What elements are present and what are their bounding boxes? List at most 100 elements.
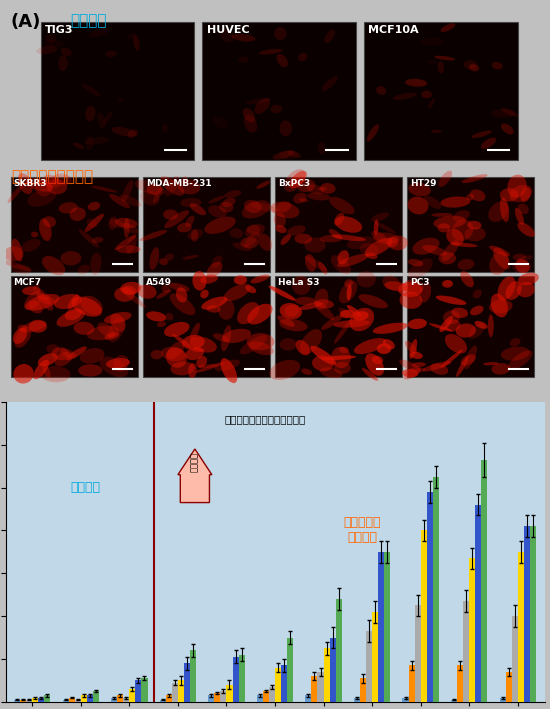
- Ellipse shape: [21, 239, 41, 252]
- Ellipse shape: [34, 359, 49, 379]
- Ellipse shape: [320, 183, 336, 194]
- Ellipse shape: [255, 98, 270, 114]
- Ellipse shape: [371, 213, 389, 222]
- Ellipse shape: [213, 333, 229, 342]
- Ellipse shape: [284, 169, 305, 192]
- Ellipse shape: [321, 315, 343, 330]
- Ellipse shape: [334, 362, 351, 374]
- Bar: [178, 681, 184, 702]
- Text: (A): (A): [11, 13, 41, 30]
- Ellipse shape: [108, 317, 125, 342]
- Bar: [221, 691, 227, 702]
- Ellipse shape: [317, 187, 327, 191]
- Ellipse shape: [501, 108, 519, 117]
- Bar: [409, 666, 415, 702]
- Ellipse shape: [505, 281, 522, 300]
- Bar: [421, 530, 427, 702]
- Bar: [208, 696, 214, 702]
- Bar: [281, 666, 287, 702]
- Ellipse shape: [334, 213, 344, 225]
- Ellipse shape: [42, 256, 65, 275]
- Ellipse shape: [246, 225, 260, 234]
- Ellipse shape: [183, 255, 199, 259]
- Ellipse shape: [388, 235, 408, 250]
- Ellipse shape: [85, 213, 104, 232]
- Ellipse shape: [182, 177, 188, 184]
- Ellipse shape: [410, 352, 423, 359]
- Ellipse shape: [393, 93, 416, 100]
- Text: SKBR3: SKBR3: [14, 179, 47, 188]
- Ellipse shape: [185, 216, 195, 227]
- Text: HeLa S3: HeLa S3: [278, 278, 319, 286]
- Ellipse shape: [164, 322, 189, 337]
- Ellipse shape: [178, 179, 200, 194]
- Ellipse shape: [25, 294, 59, 311]
- Ellipse shape: [500, 197, 509, 222]
- Ellipse shape: [206, 306, 221, 313]
- Ellipse shape: [367, 124, 379, 142]
- Ellipse shape: [60, 348, 76, 359]
- Ellipse shape: [29, 301, 43, 313]
- Bar: [20, 700, 26, 702]
- Ellipse shape: [114, 287, 135, 302]
- Ellipse shape: [190, 323, 200, 340]
- Ellipse shape: [402, 369, 419, 377]
- Ellipse shape: [373, 220, 378, 235]
- Ellipse shape: [279, 121, 292, 136]
- Ellipse shape: [208, 205, 227, 218]
- Bar: [257, 696, 263, 702]
- Ellipse shape: [256, 181, 271, 189]
- Ellipse shape: [46, 177, 60, 189]
- Ellipse shape: [340, 310, 354, 318]
- Text: 正常細胞: 正常細胞: [70, 13, 107, 28]
- Ellipse shape: [489, 299, 513, 313]
- Ellipse shape: [240, 237, 258, 249]
- Ellipse shape: [160, 177, 184, 196]
- Ellipse shape: [362, 368, 378, 381]
- Ellipse shape: [119, 194, 142, 207]
- Ellipse shape: [198, 364, 218, 368]
- Ellipse shape: [200, 274, 218, 284]
- Ellipse shape: [113, 355, 129, 372]
- Bar: [45, 696, 51, 702]
- Bar: [69, 698, 75, 702]
- Bar: [75, 700, 81, 702]
- Ellipse shape: [491, 109, 515, 118]
- Ellipse shape: [36, 46, 57, 54]
- Ellipse shape: [229, 228, 243, 238]
- Text: PC3: PC3: [410, 278, 429, 286]
- Ellipse shape: [299, 198, 309, 202]
- Ellipse shape: [220, 28, 234, 43]
- Ellipse shape: [272, 150, 294, 160]
- Ellipse shape: [270, 359, 300, 380]
- Bar: [499, 698, 505, 702]
- Ellipse shape: [451, 242, 477, 247]
- Bar: [366, 631, 372, 702]
- Ellipse shape: [200, 290, 208, 298]
- Ellipse shape: [276, 201, 291, 213]
- Ellipse shape: [408, 196, 428, 214]
- Ellipse shape: [421, 91, 432, 99]
- Ellipse shape: [280, 234, 291, 245]
- Ellipse shape: [52, 174, 72, 186]
- Ellipse shape: [399, 291, 422, 309]
- Ellipse shape: [501, 123, 514, 135]
- Ellipse shape: [100, 357, 128, 377]
- Ellipse shape: [359, 294, 388, 308]
- Ellipse shape: [246, 98, 271, 104]
- Bar: [329, 637, 336, 702]
- Text: HUVEC: HUVEC: [207, 26, 249, 35]
- Ellipse shape: [135, 180, 165, 195]
- Ellipse shape: [383, 339, 395, 350]
- Ellipse shape: [80, 348, 104, 364]
- Bar: [407, 276, 534, 376]
- Bar: [364, 23, 518, 160]
- Ellipse shape: [124, 218, 130, 238]
- Ellipse shape: [116, 218, 138, 228]
- Ellipse shape: [46, 344, 59, 353]
- Ellipse shape: [439, 316, 453, 332]
- Ellipse shape: [458, 259, 475, 270]
- Ellipse shape: [347, 236, 375, 250]
- Text: HT29: HT29: [410, 179, 436, 188]
- Bar: [481, 459, 487, 702]
